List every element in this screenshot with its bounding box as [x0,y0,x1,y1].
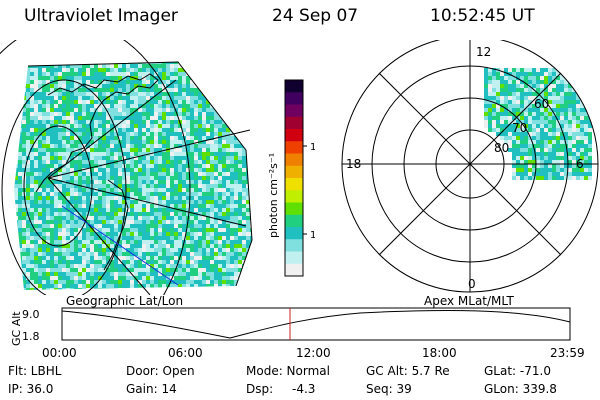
altitude-tick-9: 9.0 [22,308,40,321]
time-tick-1200: 12:00 [296,346,331,360]
gc-alt-status: GC Alt: 5.7 Re [366,364,450,378]
altitude-tick-1-8: 1.8 [22,330,40,343]
gain-status: Gain: 14 [126,382,177,396]
mlt-label-18: 18 [346,157,361,171]
seq-status: Seq: 39 [366,382,412,396]
colorbar-tick-100: 100 [310,142,315,153]
altitude-curve [61,310,571,339]
instrument-title: Ultraviolet Imager [24,6,178,26]
observation-date: 24 Sep 07 [272,6,359,26]
coastline [35,73,159,193]
altitude-axis-label: GC Alt [10,311,23,346]
colorbar-label: photon cm⁻²s⁻¹ [267,153,280,238]
time-tick-0000: 00:00 [42,346,77,360]
polar-panel-label: Apex MLat/MLT [424,294,514,308]
door-status: Door: Open [126,364,195,378]
dsp-label: Dsp: [246,382,274,396]
satellite-track [61,205,179,286]
glat-status: GLat: -71.0 [484,364,551,378]
mlat-label-70: 70 [512,121,527,135]
glon-status: GLon: 339.8 [484,382,557,396]
mlat-label-80: 80 [494,141,509,155]
time-tick-1800: 18:00 [422,346,457,360]
mlt-label-0: 0 [468,277,476,291]
ip-status: IP: 36.0 [8,382,54,396]
time-tick-2359: 23:59 [550,346,585,360]
mode-status: Mode: Normal [246,364,330,378]
time-tick-0600: 06:00 [168,346,203,360]
altitude-plot: GC Alt 9.0 1.8 [10,307,571,346]
geo-panel-label: Geographic Lat/Lon [66,294,184,308]
dsp-value: -4.3 [292,382,316,396]
colorbar: 100 10 photon cm⁻²s⁻¹ [267,79,315,277]
mlt-label-12: 12 [476,45,491,59]
filter-status: Flt: LBHL [8,364,62,378]
observation-time: 10:52:45 UT [430,6,535,26]
mlat-label-60: 60 [534,97,549,111]
colorbar-tick-10: 10 [310,230,315,241]
mlt-label-6: 6 [576,157,584,171]
polar-plot: 12 0 18 6 60 70 80 [341,40,599,293]
geographic-image [0,40,253,295]
